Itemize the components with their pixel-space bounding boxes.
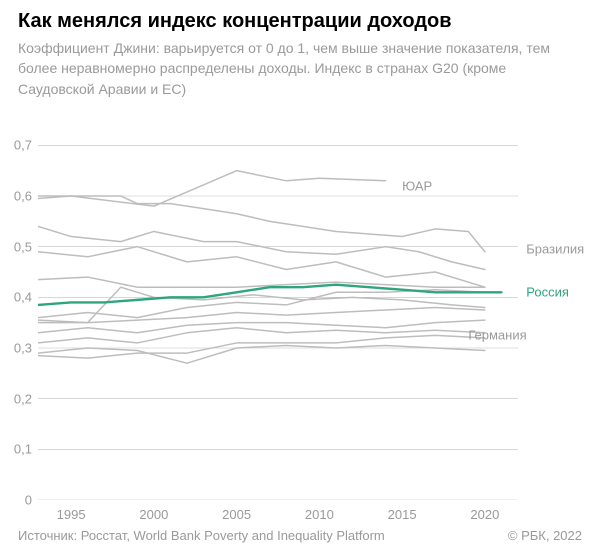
y-tick-label: 0,6 [2,189,32,204]
x-tick-label: 2020 [470,507,499,522]
footer-source: Источник: Росстат, World Bank Poverty an… [18,528,385,543]
page-title: Как менялся индекс концентрации доходов [18,10,452,33]
y-tick-label: 0,3 [2,341,32,356]
y-tick-label: 0,1 [2,442,32,457]
chart-svg [38,120,518,500]
y-tick-label: 0,5 [2,239,32,254]
x-tick-label: 2010 [305,507,334,522]
y-tick-label: 0,4 [2,290,32,305]
x-tick-label: 2005 [222,507,251,522]
gini-line-chart: 00,10,20,30,40,50,60,7199520002005201020… [38,120,518,500]
x-tick-label: 1995 [57,507,86,522]
page-subtitle: Коэффициент Джини: варьируется от 0 до 1… [18,38,578,99]
footer-copyright: © РБК, 2022 [508,528,582,543]
series-label: Россия [526,285,569,300]
y-tick-label: 0,2 [2,391,32,406]
x-tick-label: 2000 [139,507,168,522]
y-tick-label: 0,7 [2,138,32,153]
series-label: Бразилия [526,242,584,257]
x-tick-label: 2015 [388,507,417,522]
y-tick-label: 0 [2,493,32,508]
